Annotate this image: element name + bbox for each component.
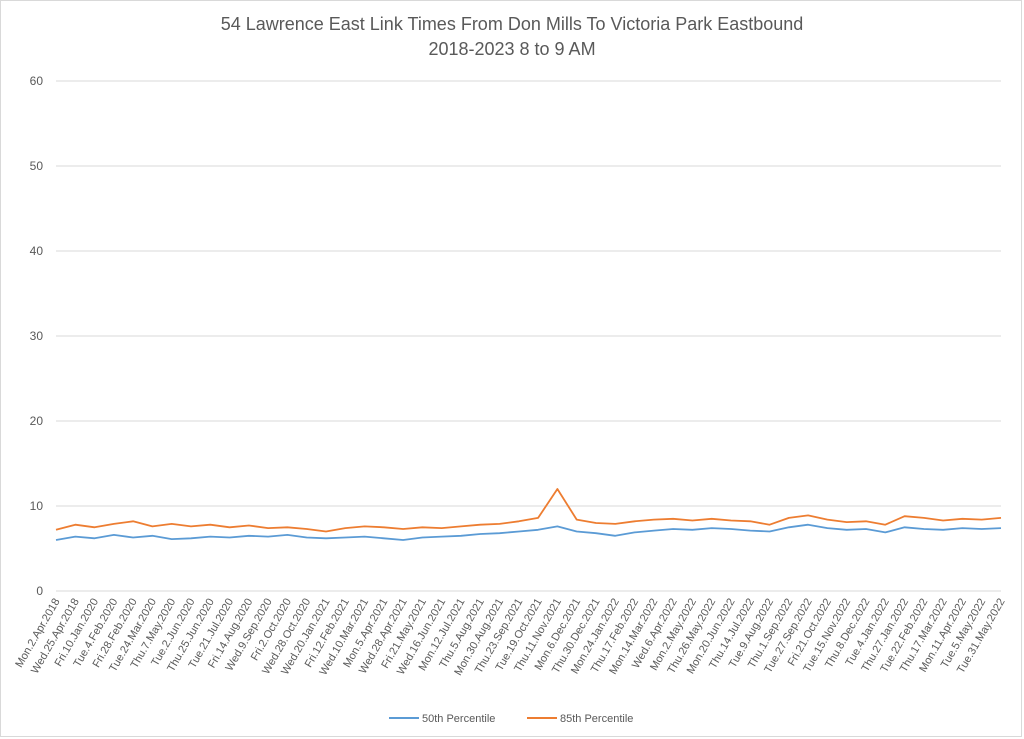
legend: 50th Percentile 85th Percentile bbox=[389, 713, 633, 725]
y-tick-label: 0 bbox=[36, 584, 43, 598]
y-tick-label: 40 bbox=[30, 244, 44, 258]
y-tick-label: 10 bbox=[30, 499, 44, 513]
legend-label-50th: 50th Percentile bbox=[422, 713, 495, 725]
y-tick-label: 60 bbox=[30, 74, 44, 88]
series-lines bbox=[55, 488, 1002, 541]
y-tick-label: 20 bbox=[30, 414, 44, 428]
x-axis-ticks: Mon.2.Apr.2018Wed.25.Apr.2018Fri.10.Jan.… bbox=[13, 596, 1007, 677]
gridlines bbox=[56, 80, 1001, 592]
chart-subtitle: 2018-2023 8 to 9 AM bbox=[428, 39, 595, 59]
y-axis-ticks: 0 10 20 30 40 50 60 bbox=[30, 74, 44, 598]
chart-title: 54 Lawrence East Link Times From Don Mil… bbox=[221, 14, 804, 34]
y-tick-label: 30 bbox=[30, 329, 44, 343]
series-line-85th-percentile bbox=[55, 488, 1002, 533]
series-line-50th-percentile bbox=[55, 523, 1002, 541]
legend-label-85th: 85th Percentile bbox=[560, 713, 633, 725]
y-tick-label: 50 bbox=[30, 159, 44, 173]
